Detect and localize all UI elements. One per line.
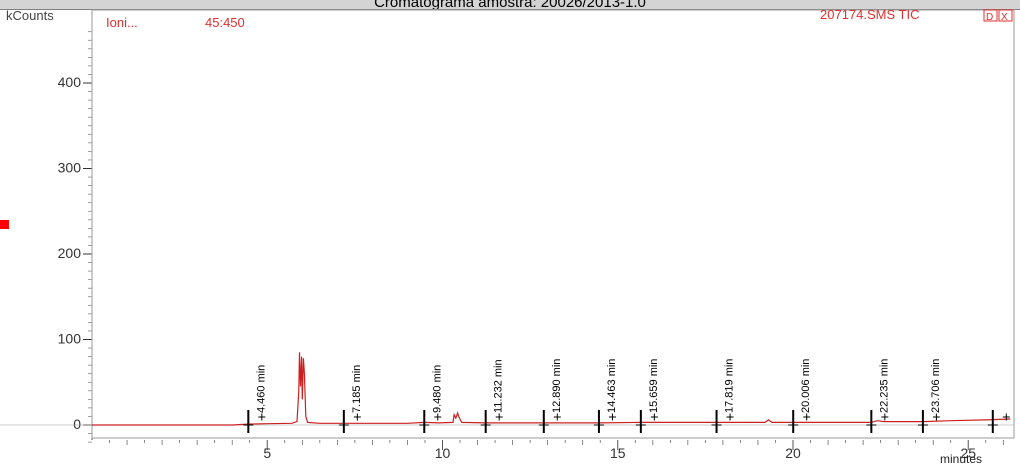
y-axis-unit: kCounts: [6, 8, 54, 23]
peak-markers: 4.460 min 7.185 min 9.480 min 11.232 min 12.…: [243, 359, 1010, 433]
close-button[interactable]: [998, 9, 1013, 22]
y-tick-label: 400: [58, 74, 82, 90]
trace-layer: [92, 352, 1011, 426]
peak-rt-label: 22.235 min: [878, 359, 890, 413]
ion-range: 45:450: [205, 15, 245, 30]
y-tick-label: 200: [58, 245, 82, 261]
y-axis: 0 100 200 300 400: [58, 10, 93, 443]
peak-rt-label: 14.463 min: [606, 359, 618, 413]
y-tick-label: 100: [58, 331, 82, 347]
peak-rt-label: 15.659 min: [648, 359, 660, 413]
x-tick-label: 10: [435, 445, 451, 461]
peak-rt-label: 20.006 min: [800, 359, 812, 413]
trace-label: 207174.SMS TIC: [820, 7, 919, 22]
tic-trace-line: [92, 352, 1011, 426]
plot-frame: [91, 9, 1015, 439]
peak-rt-label: 4.460 min: [255, 365, 267, 413]
peak-rt-label: 11.232 min: [493, 359, 505, 413]
window-title: Cromatograma amostra: 20026/2013-1.0: [374, 0, 646, 10]
restore-button[interactable]: [983, 9, 998, 22]
selection-marker[interactable]: [0, 220, 9, 229]
x-axis-unit: minutes: [940, 452, 982, 465]
plot-area[interactable]: 4.460 min 7.185 min 9.480 min 11.232 min 12.…: [0, 9, 1015, 439]
restore-button-label: D: [986, 12, 993, 23]
close-button-label: X: [1001, 12, 1008, 23]
x-tick-label: 20: [785, 445, 801, 461]
peak-rt-label: 7.185 min: [351, 365, 363, 413]
y-tick-label: 300: [58, 160, 82, 176]
x-tick-label: 25: [960, 445, 976, 461]
x-axis: 5 10 15 20 25: [109, 440, 1004, 461]
ion-label: Ioni...: [106, 15, 138, 30]
peak-rt-label: 17.819 min: [724, 359, 736, 413]
x-tick-label: 5: [263, 445, 271, 461]
y-tick-label: 0: [73, 416, 81, 432]
trace-window-buttons: D X: [983, 9, 1013, 23]
x-tick-label: 15: [610, 445, 626, 461]
peak-rt-label: 12.890 min: [551, 359, 563, 413]
peak-rt-label: 9.480 min: [431, 365, 443, 413]
peak-rt-label: 23.706 min: [930, 359, 942, 413]
